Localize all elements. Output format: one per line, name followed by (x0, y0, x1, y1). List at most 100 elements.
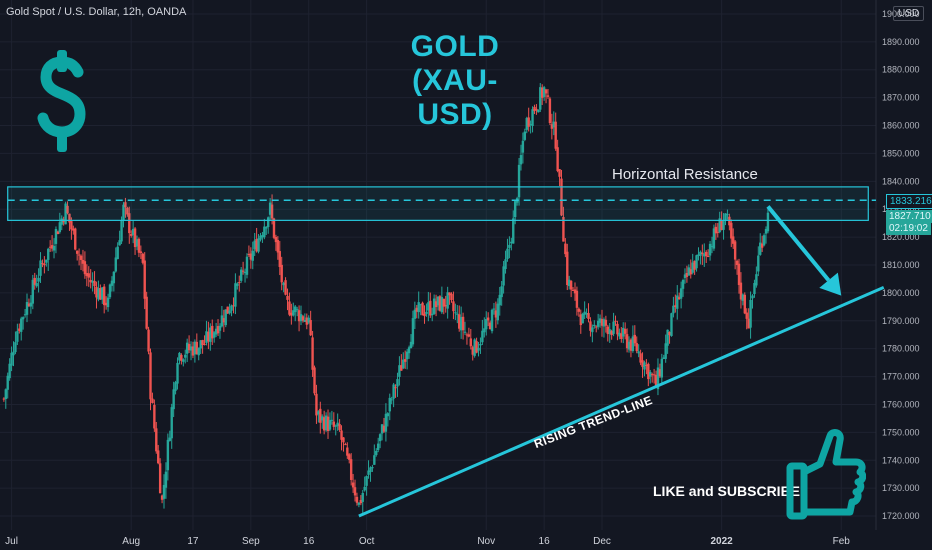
candle-body (48, 246, 52, 248)
candle-body (492, 308, 496, 310)
candle-body (697, 254, 700, 257)
candle-body (50, 245, 54, 249)
candle-body (205, 331, 208, 343)
candle-body (623, 329, 627, 334)
candle-body (33, 277, 36, 285)
candle-body (236, 283, 239, 286)
candle-body (359, 499, 363, 504)
candle-body (388, 397, 391, 412)
candle-body (656, 367, 660, 390)
candle-body (730, 222, 733, 239)
candle-body (540, 87, 544, 98)
candle-body (463, 331, 467, 333)
candle-body (162, 484, 166, 499)
candle-body (371, 467, 374, 469)
x-tick-label: Aug (122, 536, 140, 547)
candle-body (631, 336, 635, 352)
candle-body (569, 280, 573, 290)
candle-body (513, 201, 517, 218)
candle-body (319, 408, 322, 423)
candle-body (380, 424, 384, 434)
candle-body (185, 342, 189, 354)
candle-body (649, 371, 652, 377)
candle-body (483, 328, 486, 333)
candle-body (766, 212, 770, 232)
candle-body (614, 320, 617, 322)
candle-body (87, 273, 90, 278)
candle-body (546, 95, 550, 97)
candle-body (303, 319, 307, 322)
candle-body (737, 263, 741, 285)
x-tick-label: Feb (833, 536, 851, 547)
candle-body (189, 346, 193, 351)
candle-body (305, 317, 308, 325)
candle-body (338, 424, 341, 430)
candle-body (392, 384, 395, 399)
candle-body (195, 341, 199, 355)
candle-body (427, 302, 430, 311)
candle-body (402, 359, 405, 369)
candle-body (454, 312, 457, 314)
candle-body (4, 389, 7, 400)
candle-body (340, 430, 343, 440)
candle-body (764, 228, 768, 234)
candle-body (228, 310, 231, 314)
currency-badge[interactable]: USD (893, 6, 925, 21)
candle-body (415, 307, 418, 312)
candle-body (349, 459, 353, 480)
candle-body (45, 259, 48, 263)
candle-body (128, 213, 131, 234)
candle-body (432, 298, 436, 314)
candle-body (732, 236, 735, 244)
candle-body (153, 404, 156, 429)
candle-body (193, 341, 197, 355)
y-tick-label: 1890.000 (882, 37, 920, 47)
candle-body (504, 259, 507, 270)
candle-body (722, 221, 725, 230)
candle-body (99, 288, 102, 300)
candle-body (589, 321, 592, 331)
candle-body (691, 262, 694, 273)
candle-body (23, 314, 27, 316)
candle-body (405, 351, 409, 360)
candle-body (494, 310, 498, 318)
candle-body (234, 283, 237, 307)
candle-body (174, 382, 177, 391)
candle-body (60, 218, 63, 225)
candle-body (465, 334, 469, 336)
candle-body (10, 352, 13, 366)
candle-body (257, 238, 260, 252)
candle-body (122, 204, 125, 221)
candle-body (745, 312, 748, 319)
candle-body (74, 228, 77, 250)
x-tick-label: 16 (539, 536, 551, 547)
candle-body (519, 155, 523, 165)
candle-body (166, 439, 170, 471)
candle-body (573, 289, 577, 294)
candle-body (168, 437, 171, 441)
candle-body (79, 255, 83, 260)
candle-body (110, 280, 114, 286)
candle-body (695, 255, 698, 269)
candle-body (618, 332, 621, 337)
candle-body (660, 358, 664, 378)
candle-body (8, 363, 11, 379)
candle-body (137, 238, 141, 253)
candle-body (753, 283, 756, 295)
candle-body (743, 294, 746, 314)
candle-body (411, 318, 415, 345)
candle-body (760, 243, 764, 248)
y-tick-label: 1810.000 (882, 260, 920, 270)
candle-body (506, 248, 509, 260)
candle-body (606, 326, 609, 335)
y-tick-label: 1830.000 (882, 204, 920, 214)
candle-body (677, 297, 681, 300)
candle-body (265, 227, 268, 229)
candle-body (469, 338, 473, 347)
candle-body (554, 121, 557, 149)
candle-body (243, 272, 247, 274)
candle-body (104, 302, 108, 306)
candle-body (531, 109, 534, 126)
candle-body (157, 450, 160, 464)
y-tick-label: 1730.000 (882, 483, 920, 493)
